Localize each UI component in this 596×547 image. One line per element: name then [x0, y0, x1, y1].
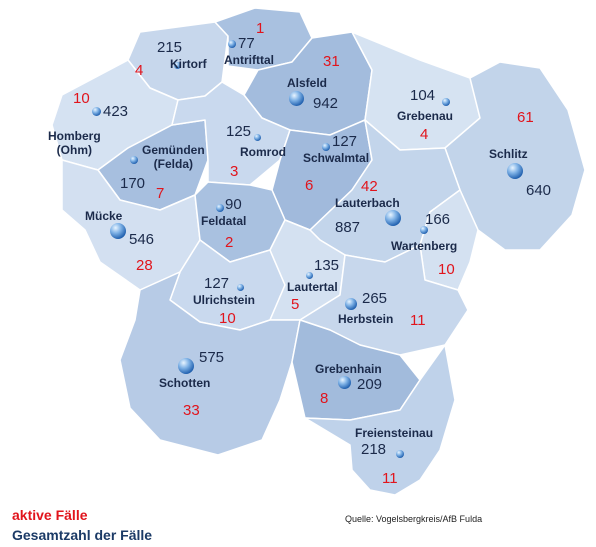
- total-homberg: 423: [103, 103, 129, 120]
- active-wartenberg: 10: [438, 261, 455, 278]
- active-homberg: 10: [73, 90, 90, 107]
- marker-wartenberg-icon: [420, 226, 428, 234]
- name-grebenau: Grebenau: [397, 109, 454, 123]
- name-kirtorf: Kirtorf: [170, 57, 207, 71]
- total-herbstein: 265: [362, 290, 388, 307]
- active-lauterbach: 42: [361, 178, 378, 195]
- active-gemuenden: 7: [156, 185, 165, 202]
- total-grebenhain: 209: [357, 376, 383, 393]
- name-wartenberg: Wartenberg: [391, 239, 458, 253]
- marker-gemuenden-icon: [130, 156, 138, 164]
- active-lautertal: 5: [291, 296, 300, 313]
- active-kirtorf: 4: [135, 62, 144, 79]
- marker-romrod-icon: [254, 134, 261, 141]
- total-gemuenden: 170: [120, 175, 146, 192]
- total-schwalmtal: 127: [332, 133, 358, 150]
- total-schotten: 575: [199, 349, 225, 366]
- total-schlitz: 640: [526, 182, 552, 199]
- region-freiensteinau[interactable]: [304, 344, 456, 496]
- active-grebenhain: 8: [320, 390, 329, 407]
- active-romrod: 3: [230, 163, 239, 180]
- marker-schwalmtal-icon: [322, 143, 330, 151]
- legend-total-label: Gesamtzahl der Fälle: [12, 527, 153, 543]
- name-schwalmtal: Schwalmtal: [303, 151, 370, 165]
- marker-muecke-icon: [110, 223, 126, 239]
- total-freiensteinau: 218: [361, 441, 387, 458]
- name-homberg: Homberg (Ohm): [48, 129, 101, 157]
- marker-kirtorf-icon: [174, 62, 181, 69]
- marker-lauterbach-icon: [385, 210, 401, 226]
- marker-lautertal-icon: [306, 272, 313, 279]
- active-alsfeld: 31: [323, 53, 340, 70]
- region-schotten[interactable]: [119, 271, 301, 456]
- name-lauterbach: Lauterbach: [335, 196, 400, 210]
- marker-homberg-icon: [92, 107, 101, 116]
- marker-herbstein-icon: [345, 298, 357, 310]
- active-schlitz: 61: [517, 109, 534, 126]
- total-ulrichstein: 127: [204, 275, 230, 292]
- total-alsfeld: 942: [313, 95, 339, 112]
- name-schlitz: Schlitz: [489, 147, 528, 161]
- marker-alsfeld-icon: [289, 91, 304, 106]
- legend-active-label: aktive Fälle: [12, 507, 88, 523]
- name-schotten: Schotten: [159, 376, 211, 390]
- total-grebenau: 104: [410, 87, 436, 104]
- marker-antrifttal-icon: [228, 40, 236, 48]
- total-kirtorf: 215: [157, 39, 183, 56]
- source-note: Quelle: Vogelsbergkreis/AfB Fulda: [345, 514, 483, 524]
- active-herbstein: 11: [410, 312, 426, 329]
- total-antrifttal: 77: [238, 35, 255, 52]
- marker-grebenau-icon: [442, 98, 450, 106]
- active-freiensteinau: 11: [382, 470, 398, 487]
- name-lautertal: Lautertal: [287, 280, 338, 294]
- name-muecke: Mücke: [85, 209, 123, 223]
- marker-schlitz-icon: [507, 163, 523, 179]
- total-lauterbach: 887: [335, 219, 361, 236]
- marker-ulrichstein-icon: [237, 284, 244, 291]
- name-romrod: Romrod: [240, 145, 286, 159]
- name-herbstein: Herbstein: [338, 312, 394, 326]
- total-feldatal: 90: [225, 196, 242, 213]
- total-muecke: 546: [129, 231, 155, 248]
- name-freiensteinau: Freiensteinau: [355, 426, 434, 440]
- total-romrod: 125: [226, 123, 252, 140]
- marker-grebenhain-icon: [338, 376, 351, 389]
- name-gemuenden: Gemünden (Felda): [142, 143, 205, 171]
- active-schwalmtal: 6: [305, 177, 314, 194]
- name-feldatal: Feldatal: [201, 214, 247, 228]
- total-wartenberg: 166: [425, 211, 451, 228]
- active-feldatal: 2: [225, 234, 234, 251]
- name-grebenhain: Grebenhain: [315, 362, 382, 376]
- name-ulrichstein: Ulrichstein: [193, 293, 256, 307]
- marker-schotten-icon: [178, 358, 194, 374]
- active-ulrichstein: 10: [219, 310, 236, 327]
- active-schotten: 33: [183, 402, 200, 419]
- active-grebenau: 4: [420, 126, 429, 143]
- marker-feldatal-icon: [216, 204, 224, 212]
- total-lautertal: 135: [314, 257, 340, 274]
- name-antrifttal: Antrifttal: [224, 53, 274, 67]
- active-muecke: 28: [136, 257, 153, 274]
- active-antrifttal: 1: [256, 20, 265, 37]
- marker-freiensteinau-icon: [396, 450, 404, 458]
- name-alsfeld: Alsfeld: [287, 76, 328, 90]
